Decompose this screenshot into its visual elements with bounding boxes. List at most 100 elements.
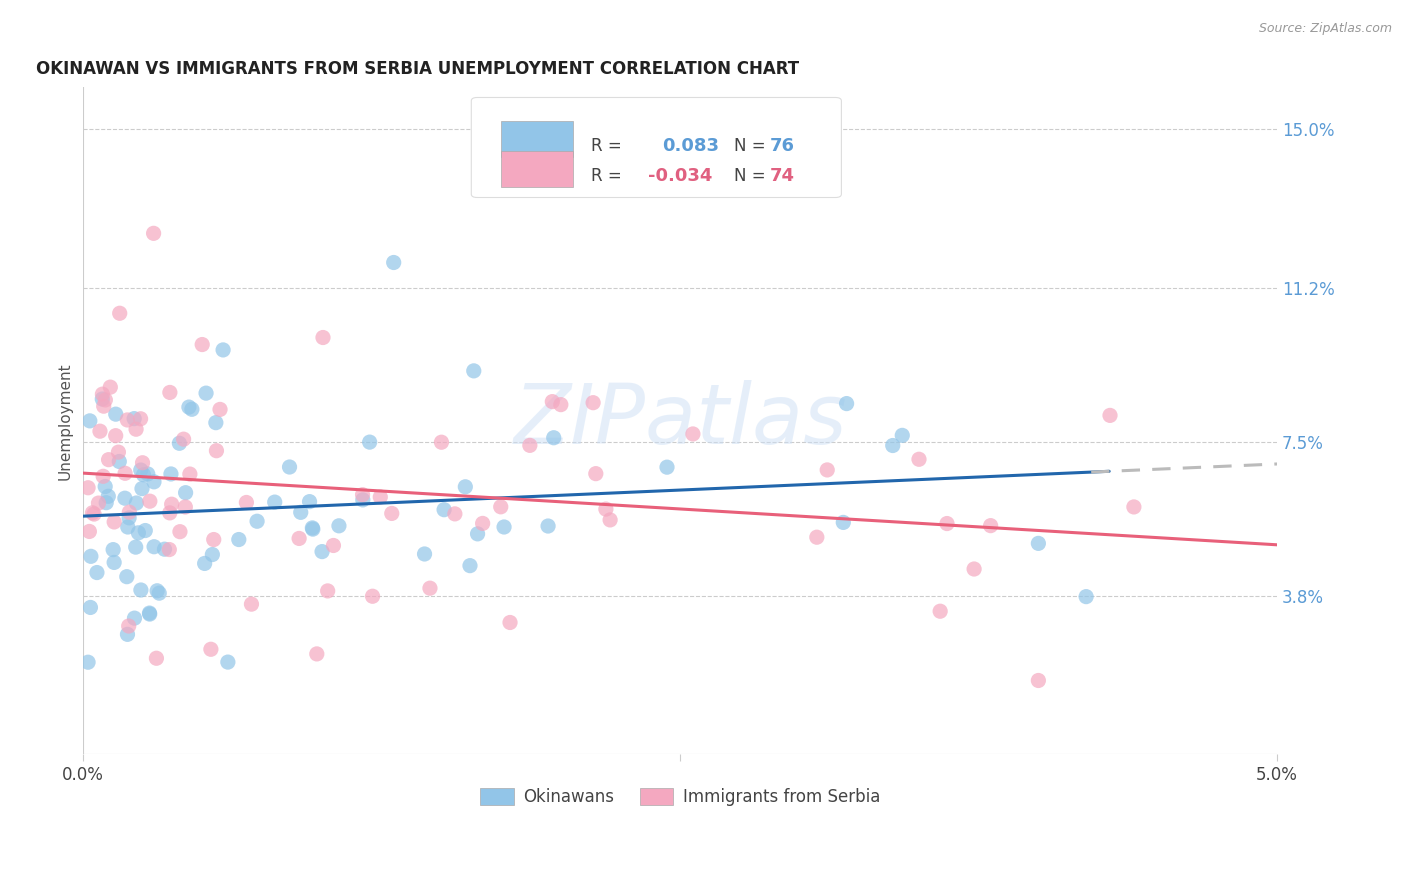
Point [118, 619, 141, 633]
Text: -0.034: -0.034 [648, 167, 713, 186]
Point [929, 604, 952, 618]
Point [174, 500, 197, 514]
Point [87, 496, 110, 510]
Point [582, 395, 605, 409]
Point [146, 583, 169, 598]
Point [80, 549, 103, 564]
Text: 74: 74 [769, 167, 794, 186]
Point [202, 533, 225, 547]
Point [148, 586, 170, 600]
Point [157, 542, 180, 557]
Point [134, 524, 156, 538]
Point [352, 488, 374, 502]
Point [79, 600, 101, 615]
Point [316, 583, 339, 598]
Point [169, 524, 191, 539]
Point [94, 479, 117, 493]
Point [132, 467, 155, 482]
Point [806, 530, 828, 544]
FancyBboxPatch shape [501, 151, 572, 187]
Point [104, 407, 127, 421]
Point [139, 494, 162, 508]
Point [103, 515, 125, 529]
Point [1028, 673, 1050, 688]
Point [136, 467, 159, 481]
Point [298, 494, 321, 508]
Point [160, 467, 183, 481]
Point [138, 606, 160, 620]
Point [129, 411, 152, 425]
Point [118, 511, 141, 525]
Point [173, 432, 195, 446]
Point [381, 507, 404, 521]
Point [359, 435, 381, 450]
Point [97, 452, 120, 467]
Point [96, 496, 118, 510]
Point [835, 396, 858, 410]
Point [94, 392, 117, 407]
Text: N =: N = [734, 167, 766, 186]
Point [908, 452, 931, 467]
Point [107, 445, 129, 459]
Point [212, 343, 235, 357]
Point [127, 525, 149, 540]
Point [311, 544, 333, 558]
FancyBboxPatch shape [471, 97, 841, 197]
Point [115, 570, 138, 584]
Point [118, 505, 141, 519]
Point [228, 533, 250, 547]
Point [89, 424, 111, 438]
Point [125, 422, 148, 436]
Point [682, 426, 704, 441]
Point [200, 642, 222, 657]
Point [98, 380, 121, 394]
Point [322, 539, 344, 553]
Point [108, 454, 131, 468]
Point [101, 542, 124, 557]
Point [413, 547, 436, 561]
Point [77, 481, 100, 495]
Point [882, 438, 904, 452]
Point [169, 436, 191, 450]
Point [963, 562, 986, 576]
Point [368, 490, 391, 504]
Point [129, 463, 152, 477]
Point [595, 502, 617, 516]
Point [83, 507, 105, 521]
Point [195, 386, 218, 401]
Point [499, 615, 522, 630]
Text: R =: R = [591, 167, 621, 186]
Point [159, 385, 181, 400]
Point [117, 413, 139, 427]
FancyBboxPatch shape [501, 120, 572, 158]
Point [430, 435, 453, 450]
Text: 76: 76 [769, 137, 794, 155]
Point [77, 655, 100, 669]
Point [815, 463, 838, 477]
Point [433, 502, 456, 516]
Point [537, 519, 560, 533]
Point [124, 611, 146, 625]
Point [454, 480, 477, 494]
Point [117, 627, 139, 641]
Point [103, 556, 125, 570]
Text: ZIPatlas: ZIPatlas [513, 380, 846, 461]
Point [217, 655, 239, 669]
Point [1074, 590, 1097, 604]
Point [131, 482, 153, 496]
Point [494, 520, 516, 534]
Point [205, 443, 228, 458]
Point [246, 514, 269, 528]
Point [489, 500, 512, 514]
Point [93, 399, 115, 413]
Text: Source: ZipAtlas.com: Source: ZipAtlas.com [1258, 22, 1392, 36]
Point [191, 337, 214, 351]
Point [117, 520, 139, 534]
Point [131, 456, 153, 470]
Point [312, 330, 335, 344]
Point [980, 518, 1002, 533]
Point [129, 582, 152, 597]
Point [79, 524, 101, 539]
Text: N =: N = [734, 137, 766, 155]
Point [519, 438, 541, 452]
